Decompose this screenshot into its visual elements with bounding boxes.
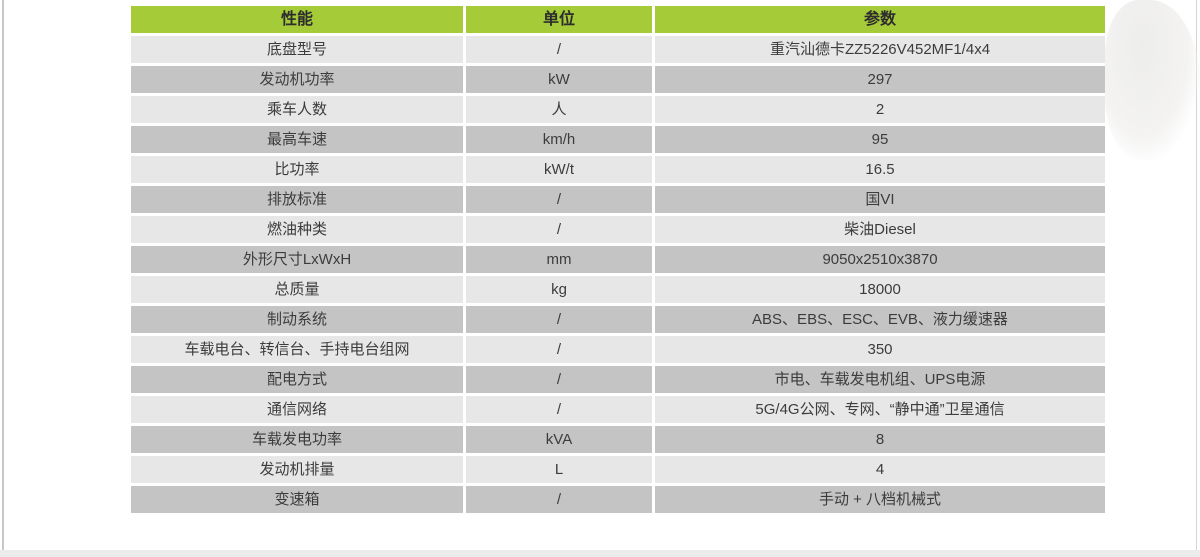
cell-parameter: 重汽汕德卡ZZ5226V452MF1/4x4 [655, 36, 1105, 63]
cell-unit: kW [466, 66, 652, 93]
cell-parameter: 4 [655, 456, 1105, 483]
cell-parameter: 8 [655, 426, 1105, 453]
cell-unit: km/h [466, 126, 652, 153]
cell-performance: 比功率 [131, 156, 463, 183]
cell-parameter: 95 [655, 126, 1105, 153]
cell-performance: 总质量 [131, 276, 463, 303]
cell-unit: / [466, 486, 652, 513]
cell-unit: / [466, 306, 652, 333]
cell-performance: 制动系统 [131, 306, 463, 333]
cell-unit: / [466, 336, 652, 363]
cell-parameter: 9050x2510x3870 [655, 246, 1105, 273]
cell-performance: 外形尺寸LxWxH [131, 246, 463, 273]
cell-unit: / [466, 186, 652, 213]
header-cell-parameter: 参数 [655, 6, 1105, 33]
vehicle-spec-table: 性能 单位 参数 底盘型号 / 重汽汕德卡ZZ5226V452MF1/4x4 发动机功… [131, 6, 1105, 513]
cell-unit: kg [466, 276, 652, 303]
cell-performance: 车载发电功率 [131, 426, 463, 453]
cell-performance: 排放标准 [131, 186, 463, 213]
cell-unit: kW/t [466, 156, 652, 183]
header-cell-performance: 性能 [131, 6, 463, 33]
cell-performance: 发动机功率 [131, 66, 463, 93]
cell-parameter: 297 [655, 66, 1105, 93]
cell-performance: 变速箱 [131, 486, 463, 513]
cell-unit: 人 [466, 96, 652, 123]
cell-unit: mm [466, 246, 652, 273]
cell-parameter: 2 [655, 96, 1105, 123]
cell-parameter: ABS、EBS、ESC、EVB、液力缓速器 [655, 306, 1105, 333]
cell-performance: 底盘型号 [131, 36, 463, 63]
cell-parameter: 16.5 [655, 156, 1105, 183]
cell-performance: 乘车人数 [131, 96, 463, 123]
page-left-border [2, 0, 4, 557]
cell-parameter: 5G/4G公网、专网、“静中通”卫星通信 [655, 396, 1105, 423]
cell-parameter: 18000 [655, 276, 1105, 303]
cell-performance: 配电方式 [131, 366, 463, 393]
cell-parameter: 市电、车载发电机组、UPS电源 [655, 366, 1105, 393]
cell-performance: 车载电台、转信台、手持电台组网 [131, 336, 463, 363]
cell-parameter: 手动 + 八档机械式 [655, 486, 1105, 513]
cell-performance: 燃油种类 [131, 216, 463, 243]
cell-unit: kVA [466, 426, 652, 453]
cell-parameter: 柴油Diesel [655, 216, 1105, 243]
cell-performance: 发动机排量 [131, 456, 463, 483]
cell-unit: / [466, 396, 652, 423]
cell-performance: 最高车速 [131, 126, 463, 153]
watermark-blob [1105, 0, 1200, 160]
cell-unit: L [466, 456, 652, 483]
cell-unit: / [466, 36, 652, 63]
page-right-border [1196, 0, 1197, 557]
cell-performance: 通信网络 [131, 396, 463, 423]
cell-unit: / [466, 366, 652, 393]
header-cell-unit: 单位 [466, 6, 652, 33]
cell-unit: / [466, 216, 652, 243]
page-bottom-band [0, 550, 1200, 557]
cell-parameter: 国VI [655, 186, 1105, 213]
cell-parameter: 350 [655, 336, 1105, 363]
